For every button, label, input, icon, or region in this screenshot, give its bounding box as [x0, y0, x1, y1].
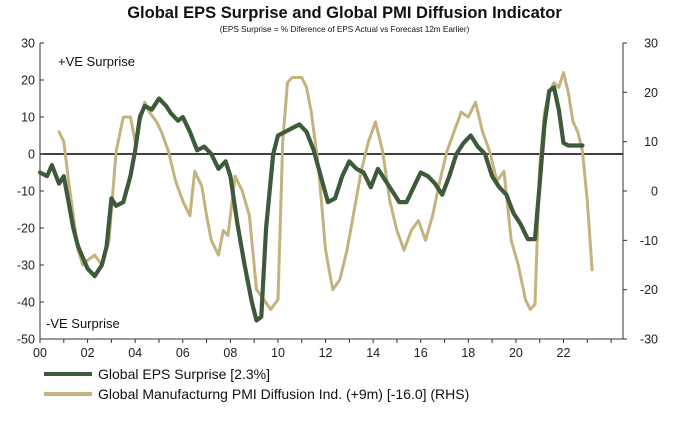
- negative-surprise-annotation: -VE Surprise: [46, 316, 120, 331]
- x-tick-label: 02: [81, 346, 95, 360]
- y-right-tick-label: -10: [640, 234, 658, 248]
- positive-surprise-annotation: +VE Surprise: [58, 54, 135, 69]
- legend-item-pmi: Global Manufacturng PMI Diffusion Ind. (…: [44, 384, 469, 404]
- y-right-tick-label: -30: [640, 333, 658, 347]
- y-left-tick-label: 0: [28, 148, 35, 162]
- y-left-tick-label: -30: [17, 259, 35, 273]
- y-right-tick-label: 10: [644, 135, 658, 149]
- y-left-tick-label: 30: [21, 37, 35, 51]
- y-left-tick-label: 20: [21, 74, 35, 88]
- y-right-tick-label: 30: [644, 37, 658, 51]
- y-left-tick-label: -40: [17, 296, 35, 310]
- y-left-tick-label: 10: [21, 111, 35, 125]
- chart-title: Global EPS Surprise and Global PMI Diffu…: [127, 4, 562, 22]
- x-tick-label: 04: [128, 346, 142, 360]
- series-line-eps-surprise: [37, 85, 585, 323]
- y-left-tick-label: -10: [17, 185, 35, 199]
- legend-swatch-pmi: [44, 392, 92, 396]
- x-tick-label: 16: [414, 346, 428, 360]
- axes: [39, 42, 627, 343]
- tick-labels: 30 20 10 0 -10 -20 -30 -40 -50 30 20 10 0 -10 -20 -30 00…: [17, 37, 658, 361]
- x-tick-label: 06: [176, 346, 190, 360]
- y-right-tick-label: 20: [644, 86, 658, 100]
- legend: Global EPS Surprise [2.3%] Global Manufa…: [44, 364, 469, 404]
- x-tick-label: 22: [557, 346, 571, 360]
- chart-canvas: 30 20 10 0 -10 -20 -30 -40 -50 30 20 10 0 -10 -20 -30 00…: [17, 37, 658, 361]
- x-tick-label: 14: [366, 346, 380, 360]
- legend-label-eps: Global EPS Surprise [2.3%]: [98, 366, 270, 382]
- series-lines: [37, 71, 594, 323]
- x-tick-label: 20: [509, 346, 523, 360]
- legend-item-eps: Global EPS Surprise [2.3%]: [44, 364, 469, 384]
- legend-label-pmi: Global Manufacturng PMI Diffusion Ind. (…: [98, 386, 470, 402]
- y-left-tick-label: -50: [17, 333, 35, 347]
- y-right-tick-label: 0: [651, 185, 658, 199]
- chart-subtitle: (EPS Surprise = % Diference of EPS Actua…: [219, 25, 470, 34]
- x-tick-label: 18: [461, 346, 475, 360]
- x-tick-label: 00: [33, 346, 47, 360]
- x-tick-label: 08: [223, 346, 237, 360]
- x-tick-label: 12: [319, 346, 333, 360]
- x-tick-label: 10: [271, 346, 285, 360]
- legend-swatch-eps: [44, 372, 92, 376]
- y-left-tick-label: -20: [17, 222, 35, 236]
- y-right-tick-label: -20: [640, 283, 658, 297]
